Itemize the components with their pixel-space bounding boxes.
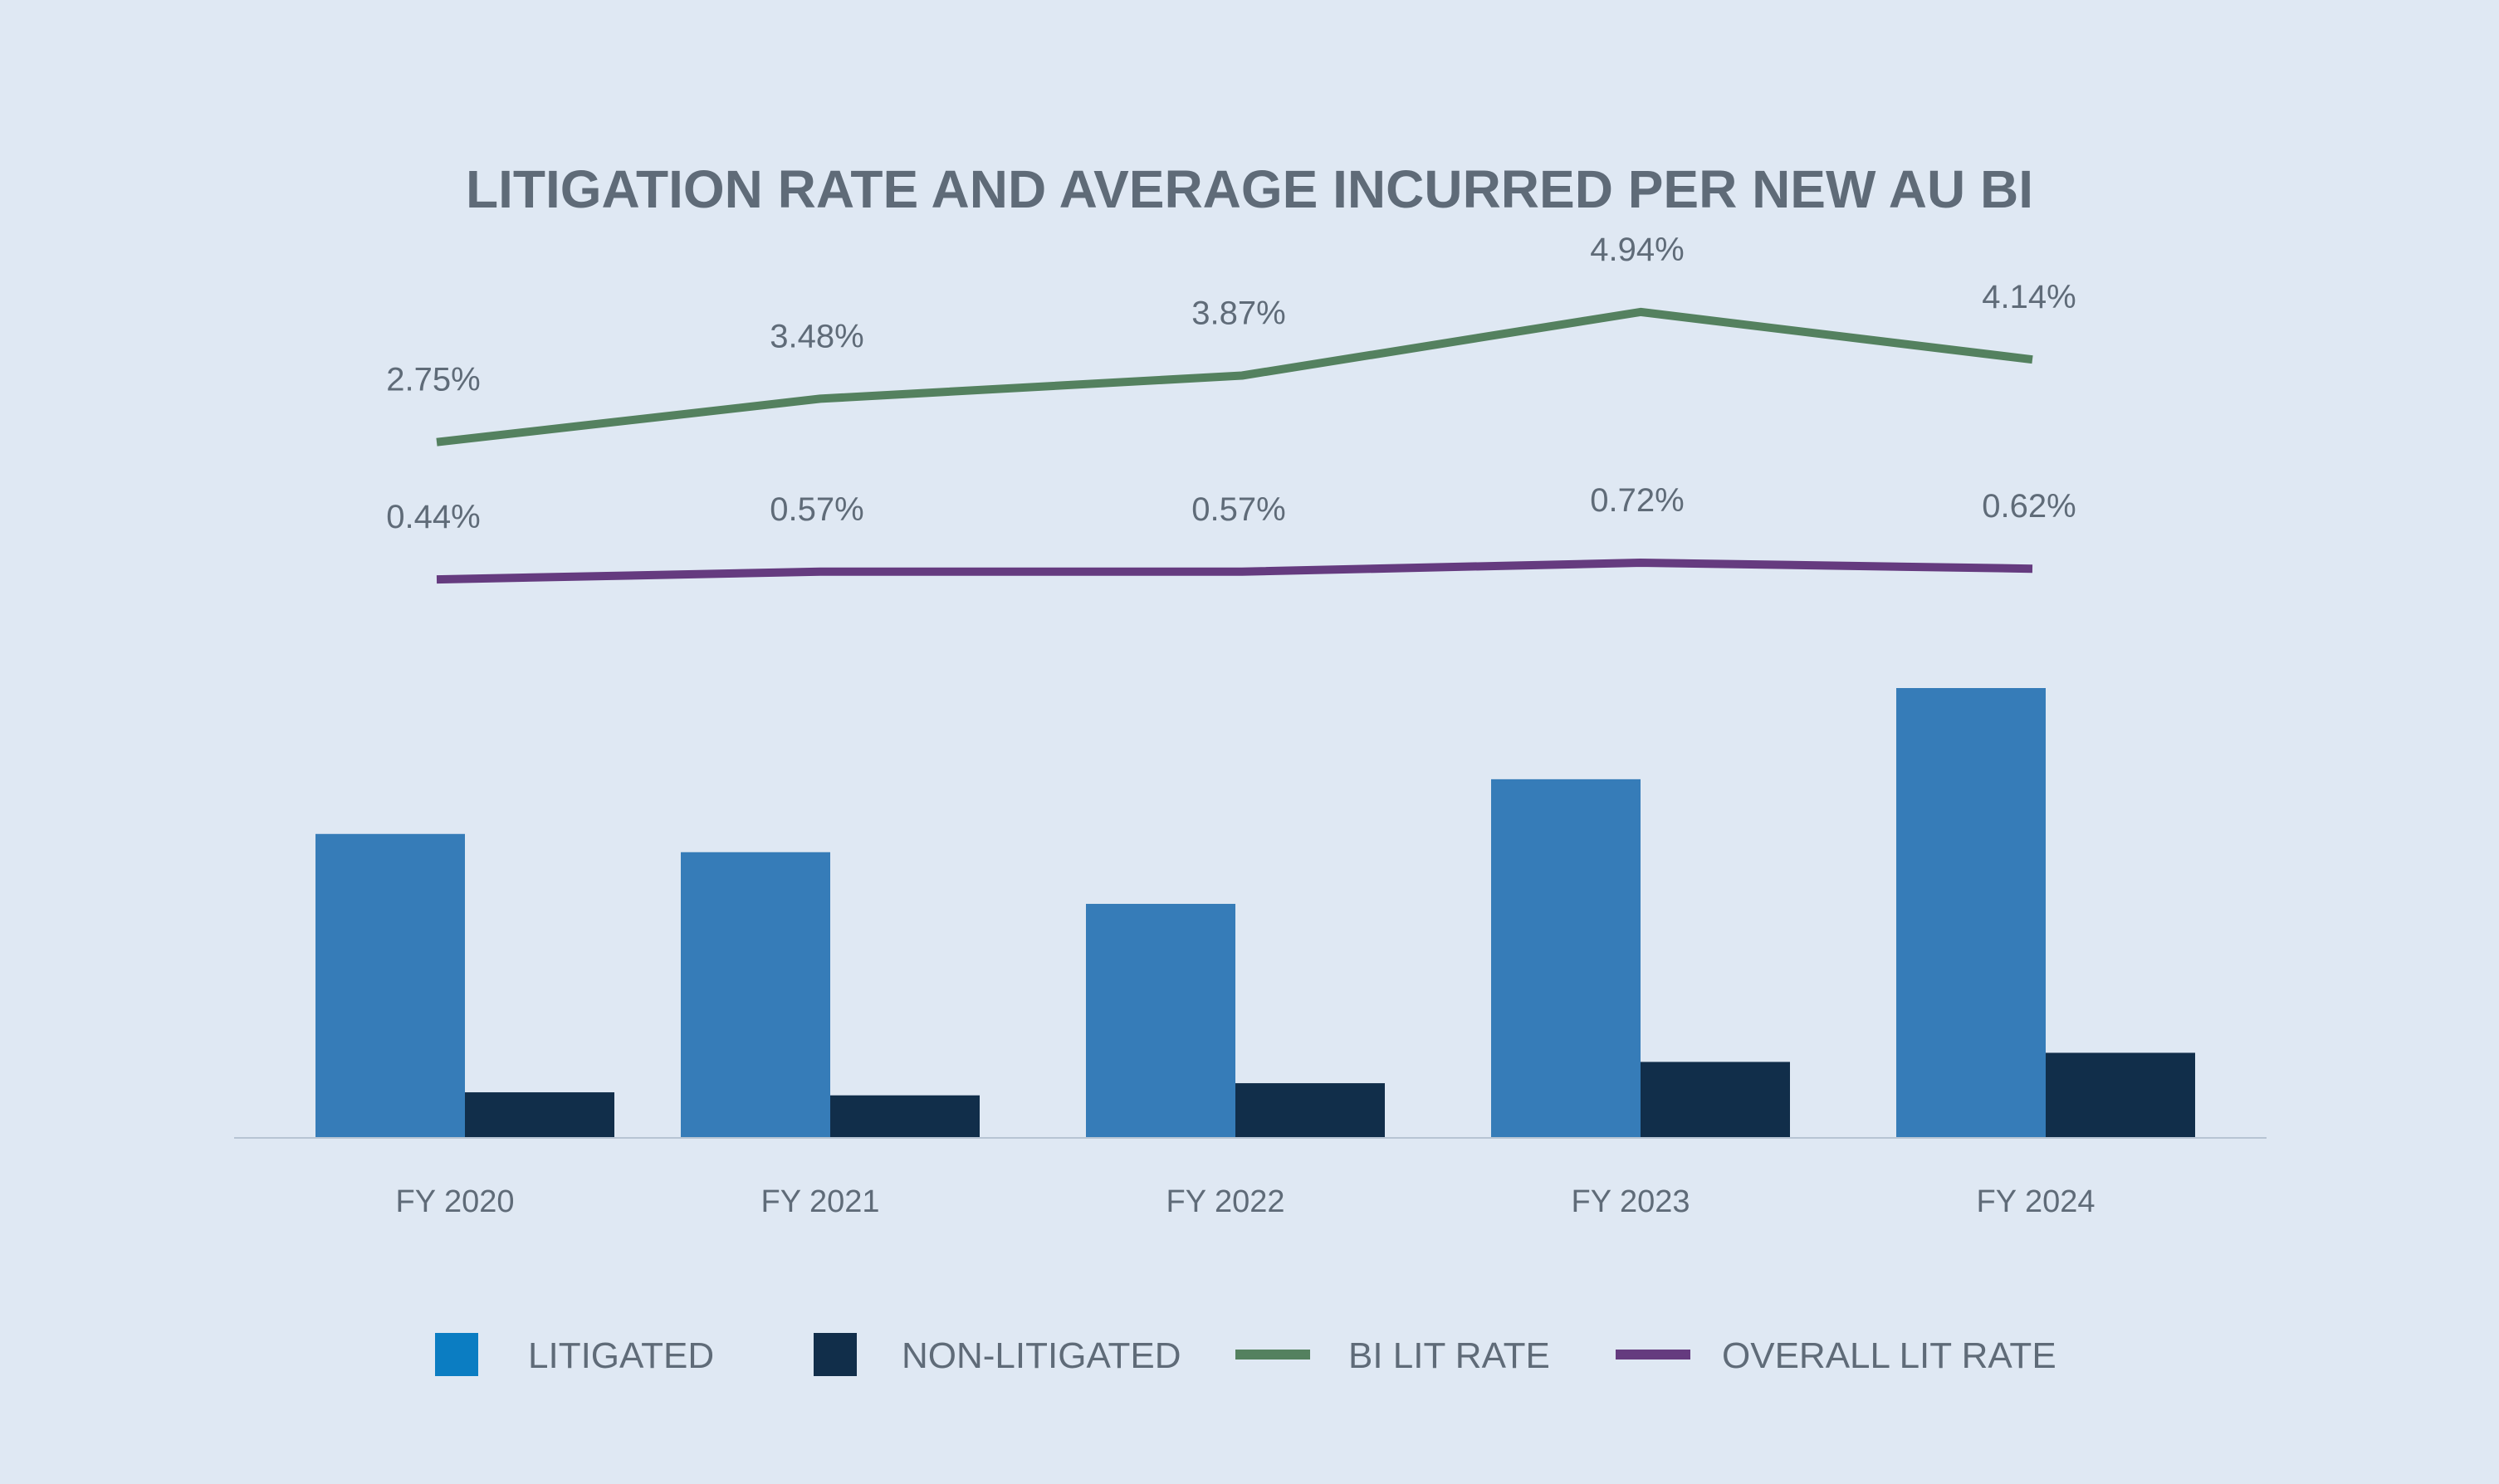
x-tick-label: FY 2022 bbox=[1166, 1184, 1285, 1219]
bi-lit-rate-label: 3.87% bbox=[1191, 295, 1285, 332]
data-label-layer: 2.75% 3.48% 3.87% 4.94% 4.14% 0.44% 0.57% 0.57%… bbox=[386, 232, 2076, 535]
overall-lit-rate-label: 0.57% bbox=[770, 491, 863, 528]
legend-swatch-litigated bbox=[435, 1333, 478, 1376]
bi-lit-rate-label: 4.14% bbox=[1982, 279, 2076, 315]
overall-lit-rate-label: 0.62% bbox=[1982, 488, 2076, 525]
overall-lit-rate-label: 0.72% bbox=[1590, 482, 1684, 519]
bi-lit-rate-line bbox=[436, 307, 2033, 447]
overall-lit-rate-line bbox=[436, 559, 2033, 584]
x-tick-label: FY 2020 bbox=[396, 1184, 515, 1219]
bar-litigated bbox=[681, 852, 830, 1138]
legend-swatch-bi-lit-rate bbox=[1235, 1350, 1310, 1360]
legend: LITIGATED NON-LITIGATED BI LIT RATE OVERALL… bbox=[435, 1333, 2056, 1376]
x-tick-label: FY 2024 bbox=[1977, 1184, 2096, 1219]
bar-non-litigated bbox=[830, 1095, 980, 1138]
bar-litigated bbox=[315, 833, 465, 1138]
legend-swatch-overall-lit-rate bbox=[1616, 1350, 1690, 1360]
bar-litigated bbox=[1896, 688, 2046, 1138]
legend-label-non-litigated: NON-LITIGATED bbox=[902, 1335, 1181, 1376]
x-tick-layer: FY 2020 FY 2021 FY 2022 FY 2023 FY 2024 bbox=[396, 1184, 2096, 1219]
bar-non-litigated bbox=[1641, 1062, 1790, 1138]
x-tick-label: FY 2023 bbox=[1572, 1184, 1690, 1219]
bar-litigated bbox=[1491, 779, 1641, 1138]
bi-lit-rate-label: 3.48% bbox=[770, 318, 863, 354]
bar-non-litigated bbox=[1235, 1083, 1385, 1138]
bar-litigated bbox=[1086, 904, 1235, 1138]
overall-lit-rate-label: 0.57% bbox=[1191, 491, 1285, 528]
legend-label-bi-lit-rate: BI LIT RATE bbox=[1348, 1335, 1550, 1376]
legend-label-overall-lit-rate: OVERALL LIT RATE bbox=[1722, 1335, 2056, 1376]
legend-label-litigated: LITIGATED bbox=[528, 1335, 714, 1376]
overall-lit-rate-label: 0.44% bbox=[386, 499, 480, 535]
line-layer bbox=[436, 307, 2033, 584]
bi-lit-rate-label: 2.75% bbox=[386, 362, 480, 398]
chart-title: LITIGATION RATE AND AVERAGE INCURRED PER… bbox=[466, 159, 2033, 219]
x-tick-label: FY 2021 bbox=[761, 1184, 880, 1219]
bar-non-litigated bbox=[2046, 1052, 2195, 1138]
legend-swatch-non-litigated bbox=[814, 1333, 857, 1376]
bi-lit-rate-label: 4.94% bbox=[1590, 232, 1684, 268]
bar-layer bbox=[315, 688, 2195, 1138]
bar-non-litigated bbox=[465, 1092, 614, 1138]
